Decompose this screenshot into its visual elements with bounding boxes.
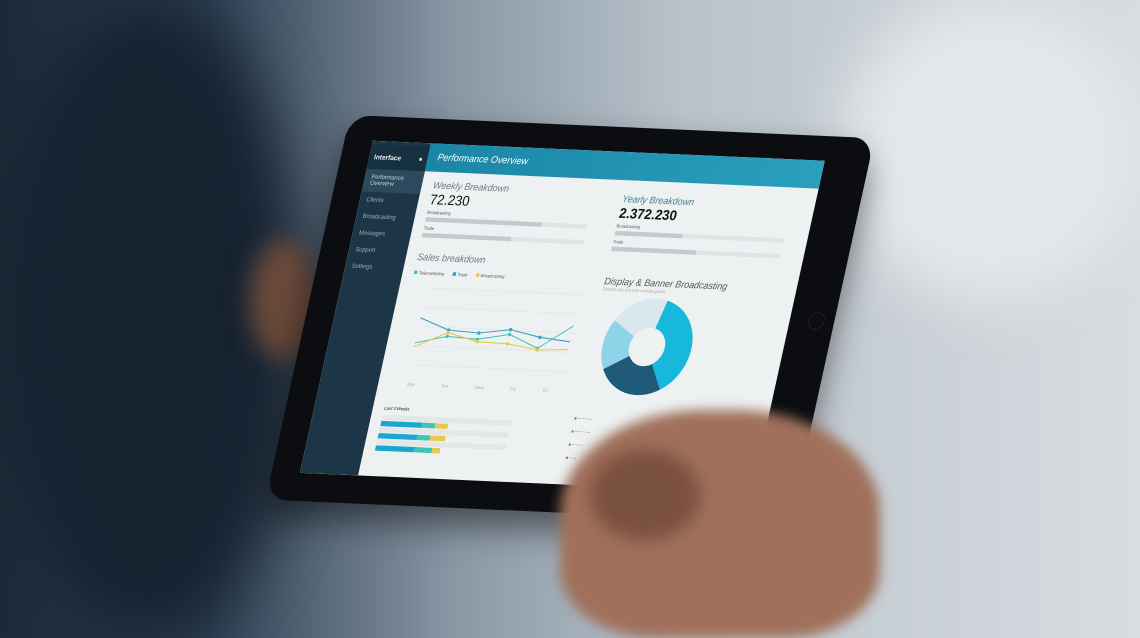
brand-label: Interface xyxy=(373,152,403,162)
legend-item: Broadcasting xyxy=(475,273,505,280)
legend-item: Telemarketing xyxy=(413,270,444,277)
person-silhouette xyxy=(0,0,300,638)
data-point xyxy=(507,332,512,337)
data-point xyxy=(535,348,539,352)
data-point xyxy=(508,327,513,332)
donut-slice xyxy=(652,300,693,390)
data-point xyxy=(475,339,479,344)
gridline xyxy=(422,306,581,315)
gridline xyxy=(414,345,572,353)
tablet: Interface ● Performance Overview Clients … xyxy=(265,115,875,523)
x-tick-label: Wed xyxy=(475,385,485,391)
data-point xyxy=(445,334,449,339)
weeks-bars xyxy=(373,414,560,467)
data-point xyxy=(538,335,542,340)
home-button[interactable] xyxy=(806,311,827,331)
brand: Interface ● xyxy=(366,144,431,172)
legend-item: Trade xyxy=(452,272,468,278)
gridline xyxy=(426,287,585,296)
window-light xyxy=(840,0,1140,300)
tablet-screen: Interface ● Performance Overview Clients … xyxy=(299,140,825,493)
x-tick-label: Fri xyxy=(542,388,548,393)
data-point xyxy=(446,330,450,335)
week-bar-segment xyxy=(413,447,433,454)
gridline xyxy=(418,326,576,334)
donut-slice xyxy=(603,355,660,396)
donut-slice xyxy=(601,320,635,370)
donut-slice xyxy=(614,298,668,337)
sales-line-chart: Mon Tue Wed Thu Fri xyxy=(407,287,585,393)
gridline xyxy=(409,364,568,372)
main: Performance Overview Weekly Breakdown 72… xyxy=(358,143,825,493)
thumb xyxy=(590,450,700,540)
weeks-card: Last 3 Weeks xyxy=(373,406,562,466)
week-bar-segment xyxy=(434,423,449,430)
week-bar-segment xyxy=(431,447,441,454)
donut-chart xyxy=(601,298,693,396)
yearly-card: Yearly Breakdown 2.372.230 Broadcasting … xyxy=(610,194,793,263)
x-tick-label: Mon xyxy=(407,382,417,387)
content: Weekly Breakdown 72.230 Broadcasting Tra… xyxy=(358,171,819,493)
week-bar xyxy=(380,414,512,430)
x-tick-label: Tue xyxy=(441,383,450,388)
sidebar-item-settings[interactable]: Settings xyxy=(351,263,373,271)
menu-dot-icon[interactable]: ● xyxy=(417,154,424,163)
series-line xyxy=(413,331,569,351)
sidebar-item-performance[interactable]: Performance Overview xyxy=(361,168,425,194)
data-point xyxy=(477,331,481,335)
series-line xyxy=(420,317,571,343)
data-point xyxy=(505,342,510,346)
sales-card: Sales breakdown Telemarketing Trade Broa… xyxy=(387,252,596,404)
weekly-card: Weekly Breakdown 72.230 Broadcasting Tra… xyxy=(421,180,596,248)
donut-card: Display & Banner Broadcasting Divided in… xyxy=(578,276,783,409)
series-line xyxy=(414,325,574,349)
x-tick-label: Thu xyxy=(508,386,517,391)
week-bar-segment xyxy=(374,445,415,453)
week-bar-segment xyxy=(429,435,446,442)
